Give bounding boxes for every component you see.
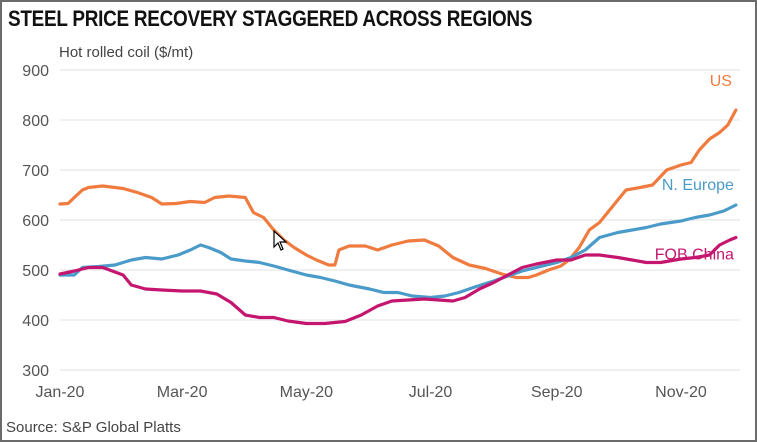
y-tick-label-600: 600 [22,213,49,230]
series-line-fob-china [58,235,738,326]
series-label-us: US [710,73,732,90]
x-tick-label-jan-20: Jan-20 [36,384,85,401]
x-tick-label-may-20: May-20 [280,384,333,401]
y-tick-label-900: 900 [22,63,49,80]
x-tick-label-jul-20: Jul-20 [409,384,453,401]
mouse-pointer-icon [273,230,288,251]
series-line-us [58,108,738,280]
x-tick-label-nov-20: Nov-20 [655,384,707,401]
chart-title: STEEL PRICE RECOVERY STAGGERED ACROSS RE… [8,6,533,31]
y-axis-label: Hot rolled coil ($/mt) [59,44,194,61]
y-tick-label-800: 800 [22,113,49,130]
y-tick-label-700: 700 [22,163,49,180]
y-tick-label-400: 400 [22,313,49,330]
x-tick-label-mar-20: Mar-20 [157,384,208,401]
x-tick-label-sep-20: Sep-20 [531,384,583,401]
y-tick-label-300: 300 [22,363,49,380]
y-tick-label-500: 500 [22,263,49,280]
series-label-n-europe: N. Europe [662,177,734,194]
series-label-fob-china: FOB China [655,247,734,264]
series-line-n-europe [58,203,738,300]
source-note: Source: S&P Global Platts [6,419,181,436]
